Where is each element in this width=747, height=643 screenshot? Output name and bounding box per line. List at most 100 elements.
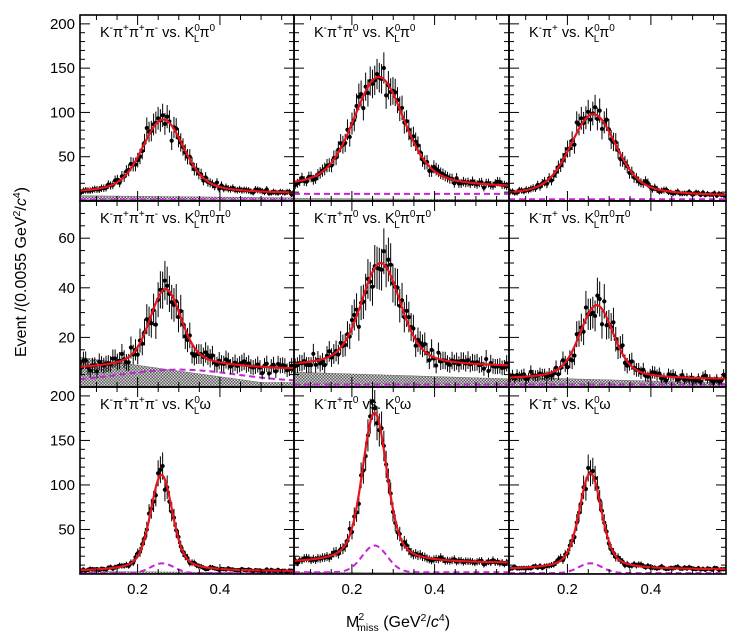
y-tick-label: 100	[50, 477, 75, 494]
data-point	[165, 114, 170, 119]
data-point	[597, 296, 602, 302]
data-point	[135, 352, 140, 357]
data-point	[370, 398, 375, 404]
data-point	[113, 356, 118, 361]
background-curve	[80, 562, 294, 574]
data-point	[327, 349, 332, 354]
data-point	[592, 105, 598, 110]
data-point	[144, 125, 149, 131]
data-points	[294, 228, 509, 378]
panel-frame	[508, 14, 727, 202]
fit-curve	[80, 288, 294, 370]
data-point	[590, 468, 595, 474]
data-point	[556, 372, 561, 377]
data-point	[528, 369, 533, 374]
fit-curve	[294, 411, 509, 564]
data-point	[128, 345, 134, 350]
data-point	[347, 134, 352, 140]
fit-curve	[294, 261, 509, 367]
data-point	[595, 116, 600, 122]
data-point	[381, 65, 386, 71]
data-point	[664, 378, 669, 383]
fit-curve	[509, 472, 726, 571]
data-point	[349, 317, 355, 323]
data-point	[595, 293, 600, 298]
data-point	[599, 126, 605, 132]
data-point	[549, 178, 554, 183]
x-tick-label: 0.2	[341, 581, 362, 598]
y-tick-label: 200	[50, 388, 75, 405]
data-point	[657, 371, 662, 376]
data-point	[356, 324, 361, 329]
data-point	[602, 299, 607, 304]
panel-plot-area	[80, 103, 294, 201]
data-point	[588, 117, 593, 122]
x-tick-label: 0.2	[127, 581, 148, 598]
data-point	[411, 326, 416, 331]
data-point	[336, 352, 341, 357]
x-tick-label: 0.4	[209, 581, 230, 598]
data-point	[162, 121, 168, 126]
fit-curve	[294, 75, 509, 187]
data-point	[586, 109, 591, 114]
data-points	[509, 454, 726, 572]
data-point	[703, 373, 708, 378]
data-point	[158, 467, 163, 472]
data-point	[374, 71, 380, 77]
data-point	[486, 368, 491, 374]
y-tick-label: 150	[50, 432, 75, 449]
data-points	[509, 277, 726, 386]
data-point	[570, 358, 575, 363]
data-points	[509, 94, 726, 199]
data-point	[406, 314, 411, 320]
data-point	[429, 347, 434, 352]
data-point	[149, 321, 154, 326]
data-point	[260, 371, 265, 376]
data-point	[484, 356, 489, 362]
panel-label: K-π+π0 vs. K0 Lπ0π0	[314, 209, 431, 231]
data-point	[214, 362, 220, 367]
data-point	[338, 340, 343, 345]
data-point	[381, 249, 386, 254]
data-point	[629, 359, 634, 364]
data-point	[572, 353, 577, 358]
data-point	[162, 278, 168, 283]
y-tick-label: 100	[50, 104, 75, 121]
data-point	[384, 93, 389, 98]
fit-curve	[509, 113, 726, 196]
data-point	[160, 113, 165, 118]
x-axis-title: M2 miss (GeV2/c4)	[346, 611, 450, 634]
panel-plot-area	[294, 228, 509, 387]
data-point	[427, 358, 432, 363]
data-point	[165, 283, 170, 288]
data-point	[203, 350, 208, 355]
panel-label: K-π+ vs. K0 Lω	[529, 395, 611, 417]
panel-plot-area	[80, 260, 294, 387]
data-point	[169, 299, 174, 305]
data-point	[698, 379, 703, 384]
data-point	[592, 313, 598, 319]
y-tick-label: 60	[58, 230, 75, 247]
panel-plot-area	[80, 452, 294, 574]
data-point	[361, 105, 366, 111]
data-point	[497, 179, 502, 185]
data-point	[404, 308, 409, 313]
data-point	[311, 351, 316, 356]
x-tick-label: 0.4	[424, 581, 445, 598]
data-point	[226, 359, 231, 364]
y-tick-label: 150	[50, 60, 75, 77]
data-point	[359, 91, 364, 97]
background-curve	[294, 544, 509, 574]
data-point	[289, 363, 294, 368]
data-point	[210, 353, 215, 358]
data-point	[560, 358, 566, 363]
y-tick-label: 200	[50, 16, 75, 33]
data-point	[322, 363, 327, 368]
panel-plot-area	[509, 277, 726, 387]
panel-7: 0.2 0.4 50 100 150 200 K-π+π+π- vs. K0 Lω	[50, 386, 295, 598]
data-point	[586, 465, 591, 471]
data-point	[399, 105, 405, 111]
data-point	[521, 372, 527, 377]
panel-5: K-π+π0 vs. K0 Lπ0π0	[293, 200, 510, 388]
data-point	[126, 360, 131, 365]
